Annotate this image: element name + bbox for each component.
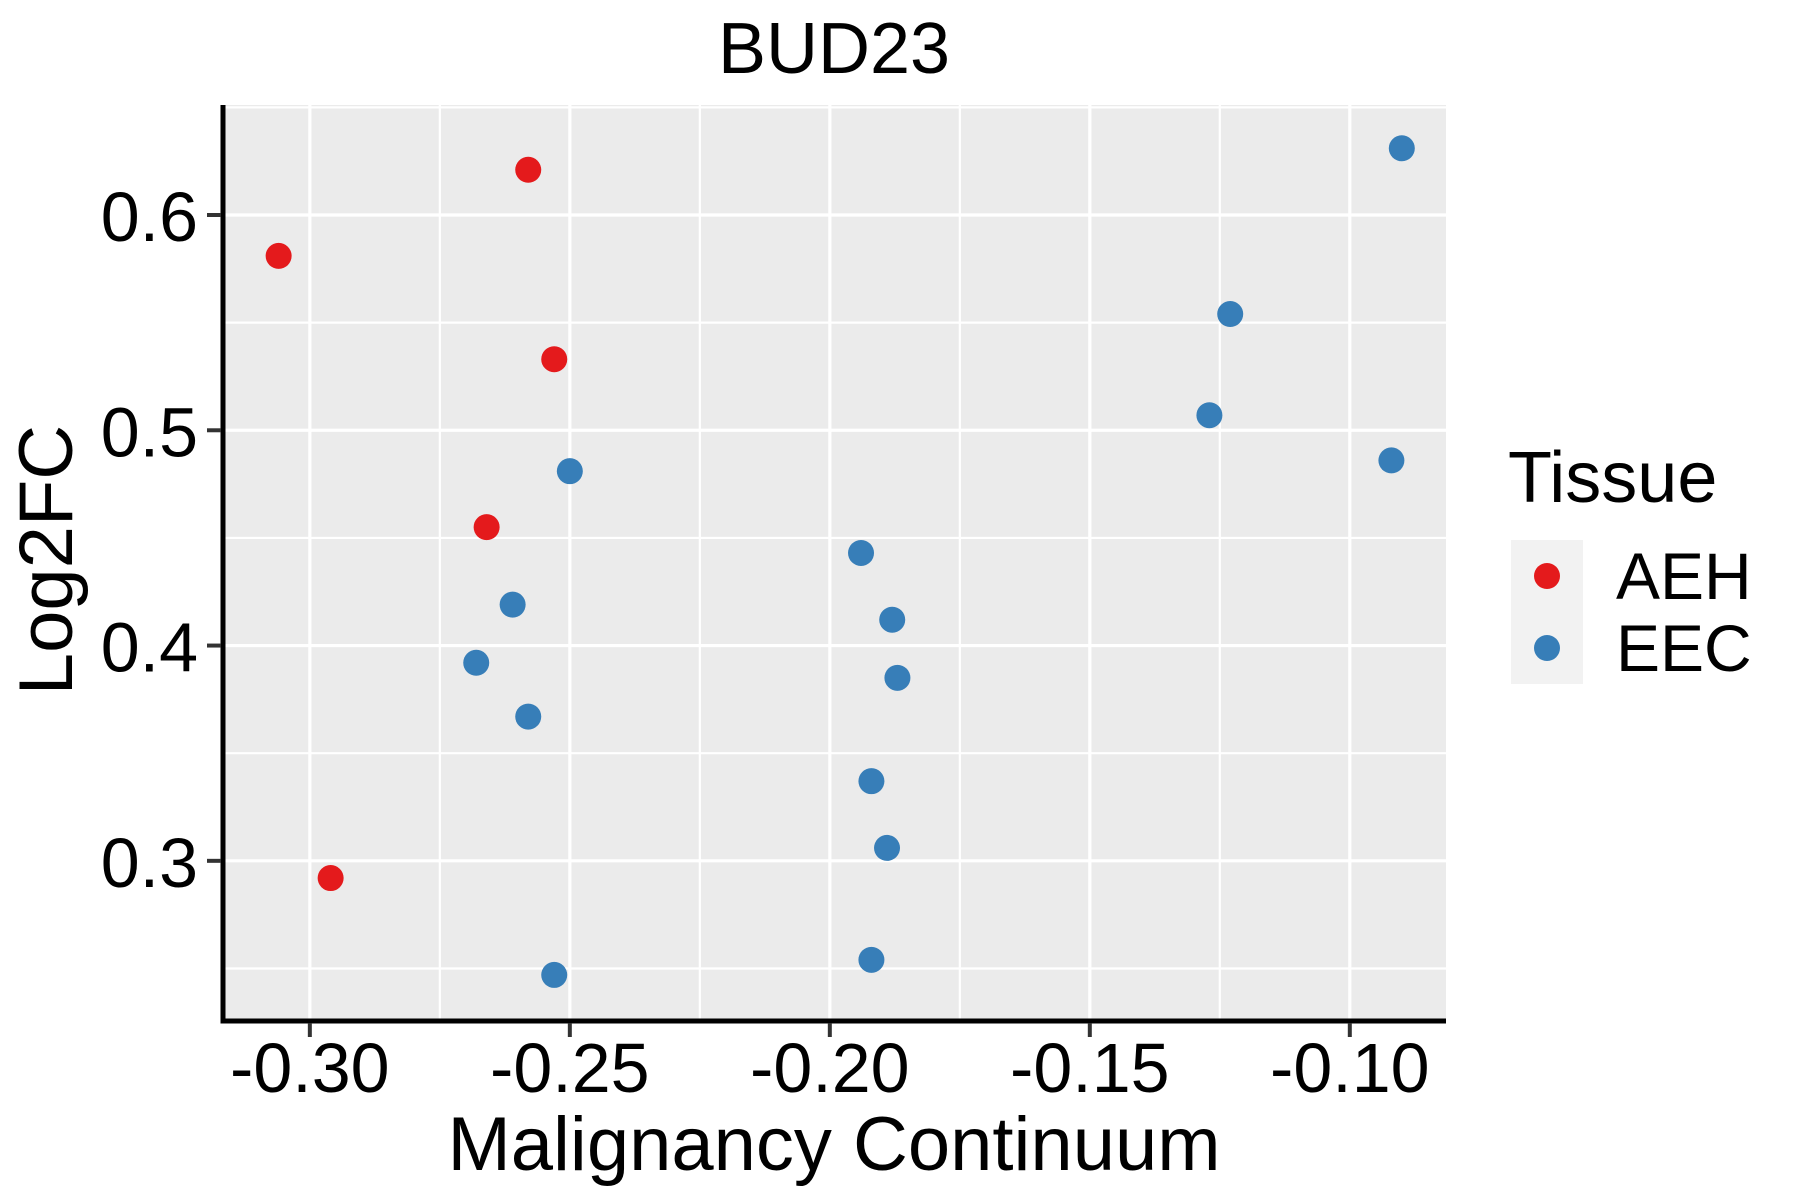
- plot-title: BUD23: [718, 9, 950, 89]
- point-eec: [463, 649, 490, 676]
- point-aeh: [265, 242, 292, 269]
- legend-label-eec: EEC: [1616, 611, 1752, 685]
- x-tick-label: -0.20: [750, 1029, 910, 1107]
- point-eec: [1378, 447, 1405, 474]
- x-axis-title: Malignancy Continuum: [447, 1102, 1220, 1187]
- point-aeh: [473, 514, 500, 541]
- x-tick-label: -0.30: [230, 1029, 390, 1107]
- y-tick-label: 0.6: [101, 178, 198, 256]
- point-eec: [1196, 402, 1223, 429]
- y-axis-title: Log2FC: [4, 425, 89, 695]
- point-eec: [879, 606, 906, 633]
- legend-label-aeh: AEH: [1616, 539, 1752, 613]
- point-eec: [499, 591, 526, 618]
- x-tick-label: -0.10: [1270, 1029, 1430, 1107]
- gridlines-minor: [223, 105, 1446, 1021]
- point-aeh: [317, 865, 344, 892]
- x-tick-label: -0.25: [490, 1029, 650, 1107]
- point-eec: [858, 946, 885, 973]
- x-tick-label: -0.15: [1010, 1029, 1170, 1107]
- point-eec: [556, 458, 583, 485]
- point-eec: [1217, 301, 1244, 328]
- legend-marker-aeh-icon: [1534, 563, 1560, 589]
- y-tick-label: 0.3: [101, 824, 198, 902]
- point-eec: [848, 539, 875, 566]
- point-eec: [1388, 135, 1415, 162]
- y-tick-label: 0.4: [101, 609, 198, 687]
- data-points: [265, 135, 1415, 988]
- point-eec: [874, 834, 901, 861]
- point-aeh: [515, 156, 542, 183]
- point-eec: [541, 961, 568, 988]
- legend: Tissue AEH EEC: [1508, 438, 1752, 685]
- y-tick-label: 0.5: [101, 393, 198, 471]
- plot-panel: [223, 105, 1446, 1021]
- gridlines-major: [223, 105, 1446, 1021]
- x-axis-ticks: -0.30 -0.25 -0.20 -0.15 -0.10: [230, 1023, 1430, 1107]
- legend-title: Tissue: [1508, 438, 1717, 518]
- point-eec: [858, 768, 885, 795]
- point-aeh: [541, 346, 568, 373]
- legend-marker-eec-icon: [1534, 635, 1560, 661]
- point-eec: [515, 703, 542, 730]
- y-axis-ticks: 0.3 0.4 0.5 0.6: [101, 178, 221, 902]
- point-eec: [884, 664, 911, 691]
